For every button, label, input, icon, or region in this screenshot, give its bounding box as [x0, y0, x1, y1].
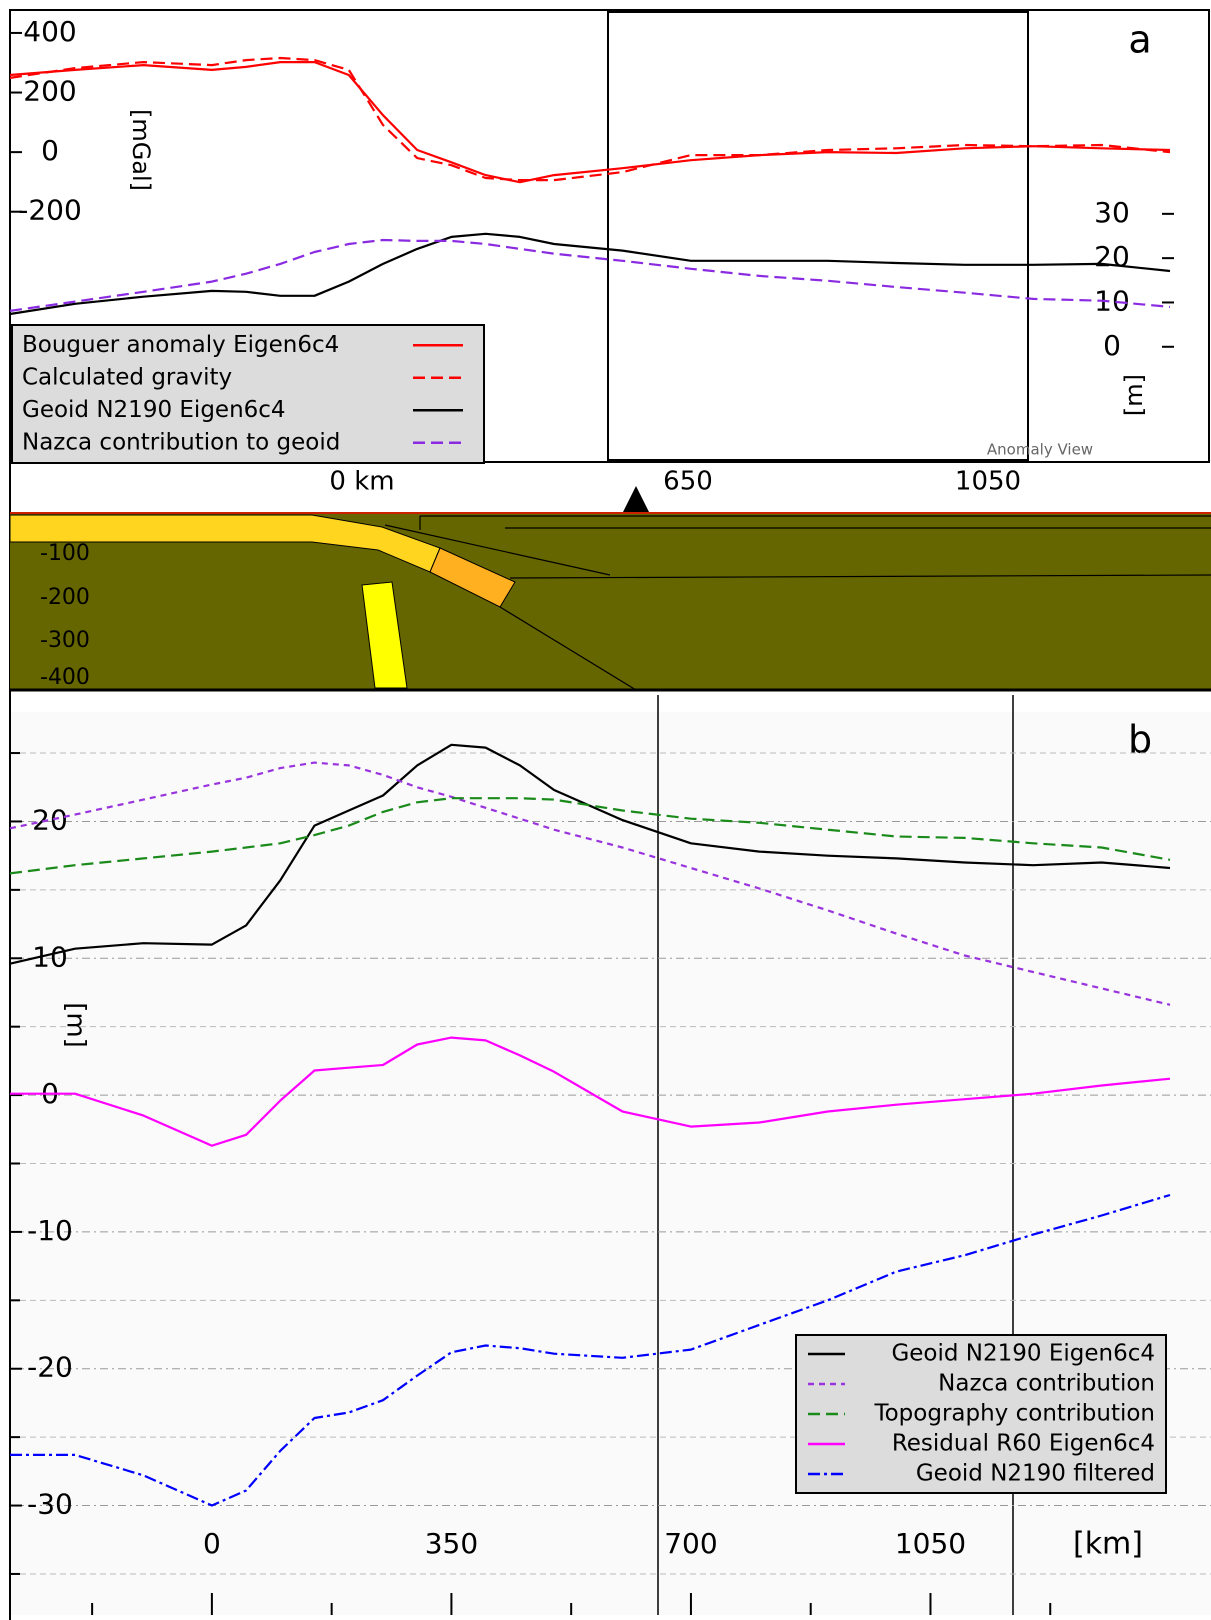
y-axis-label: [mGal]: [127, 109, 155, 191]
slab-fragment: [361, 581, 408, 689]
series-line: [9, 61, 1171, 184]
x-tick-label: 350: [425, 1527, 478, 1560]
legend-label: Geoid N2190 filtered: [916, 1461, 1155, 1487]
series-line: [9, 761, 1171, 1006]
legend-label: Geoid N2190 Eigen6c4: [891, 1341, 1155, 1367]
y-tick-label: 200: [23, 75, 76, 108]
y-tick-label: 20: [32, 803, 68, 836]
y-tick-label: -20: [27, 1351, 73, 1384]
y2-tick-label: 0: [1103, 329, 1121, 362]
x-tick-label: 0: [203, 1527, 221, 1560]
series-line: [9, 232, 1171, 316]
y2-tick-label: 20: [1094, 240, 1130, 273]
depth-label: -100: [40, 541, 90, 566]
y-tick-label: -10: [27, 1214, 73, 1247]
x-tick-label: 1050: [895, 1527, 966, 1560]
depth-label: -200: [40, 585, 90, 610]
section-boundaries: [384, 515, 1211, 691]
legend-label: Bouguer anomaly Eigen6c4: [22, 332, 339, 358]
panel-label: b: [1128, 718, 1152, 762]
panel-a-frame: [9, 9, 1210, 463]
panel-label: a: [1128, 18, 1151, 62]
y2-tick-label: 30: [1094, 196, 1130, 229]
distance-label: 0 km: [329, 467, 394, 497]
y-tick-label: 0: [41, 134, 59, 167]
series-line: [10, 1036, 1171, 1147]
y-tick-label: -200: [18, 194, 82, 227]
series-line: [9, 56, 1171, 182]
depth-label: -400: [40, 665, 90, 690]
x-tick-label: 700: [664, 1527, 717, 1560]
legend-label: Geoid N2190 Eigen6c4: [22, 397, 286, 423]
legend-box: [11, 324, 485, 464]
series-line: [9, 238, 1171, 312]
boundary: [384, 524, 611, 576]
x-axis-label: [km]: [1073, 1527, 1143, 1562]
distance-label: 650: [663, 467, 713, 497]
series-line: [9, 743, 1171, 965]
y-tick-label: -30: [27, 1488, 73, 1521]
distance-label: 1050: [955, 467, 1021, 497]
legend-label: Residual R60 Eigen6c4: [892, 1431, 1155, 1457]
legend-label: Nazca contribution: [938, 1371, 1155, 1397]
legend-box: [795, 1334, 1167, 1494]
series-line: [9, 797, 1171, 875]
y-tick-label: 400: [23, 15, 76, 48]
boundary: [509, 574, 1211, 579]
y-axis-label: [m]: [61, 1002, 91, 1048]
legend-label: Calculated gravity: [22, 364, 232, 390]
legend-label: Topography contribution: [873, 1401, 1155, 1427]
station-marker: [623, 486, 649, 512]
depth-label: -300: [40, 628, 90, 653]
anomaly-view-box: [607, 11, 1029, 461]
series-line: [10, 1193, 1171, 1507]
boundary: [499, 606, 637, 691]
legend-label: Nazca contribution to geoid: [22, 429, 340, 455]
y2-axis-label: [m]: [1120, 374, 1148, 416]
annotation: Anomaly View: [987, 441, 1093, 459]
